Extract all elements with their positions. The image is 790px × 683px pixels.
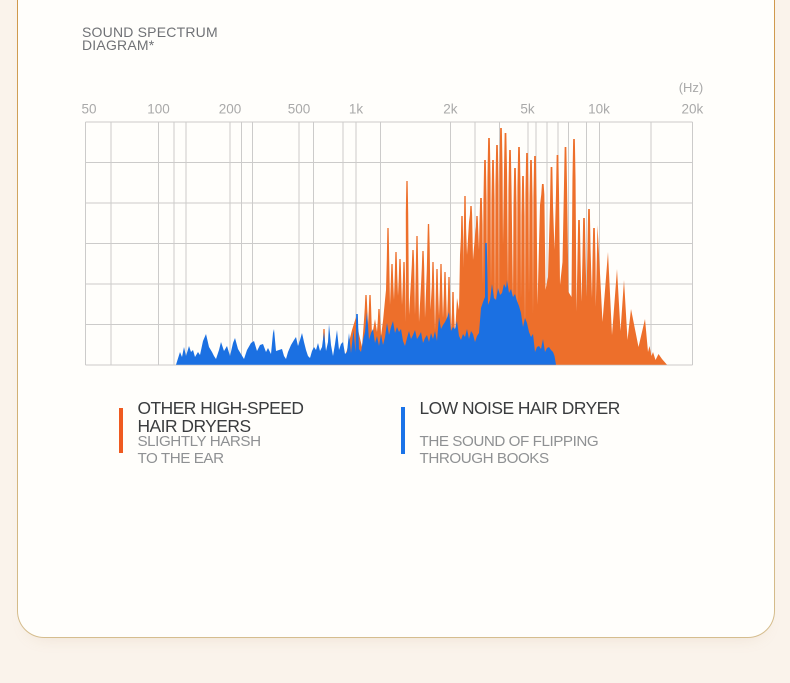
svg-text:200: 200 xyxy=(219,102,242,117)
svg-text:20k: 20k xyxy=(682,102,704,117)
svg-text:10k: 10k xyxy=(588,102,610,117)
svg-text:5k: 5k xyxy=(520,102,535,117)
svg-text:2k: 2k xyxy=(443,102,458,117)
svg-text:1k: 1k xyxy=(349,102,364,117)
svg-text:50: 50 xyxy=(81,102,96,117)
svg-text:(Hz): (Hz) xyxy=(679,80,704,95)
svg-text:100: 100 xyxy=(147,102,170,117)
svg-text:500: 500 xyxy=(288,102,311,117)
